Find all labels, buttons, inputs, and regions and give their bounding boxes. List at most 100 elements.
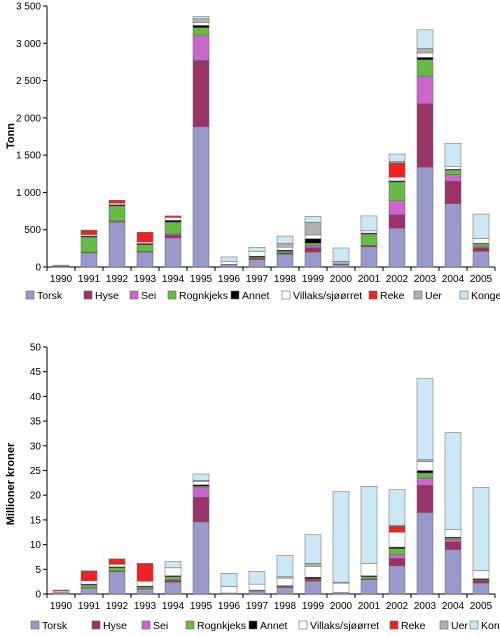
legend-swatch xyxy=(25,290,35,300)
y-tick-label: 5 xyxy=(35,565,41,576)
y-tick-label: 2 500 xyxy=(16,76,41,87)
bar-segment-rognkjeks xyxy=(80,236,98,253)
bar-segment-villaks-sj-rret xyxy=(220,261,238,265)
bar-segment-reke xyxy=(388,162,406,178)
legend-label: Annet xyxy=(242,290,270,302)
legend-swatch xyxy=(439,620,449,630)
bar-segment-hyse xyxy=(472,580,490,584)
bar-segment-torsk xyxy=(192,126,210,268)
bar-segment-torsk xyxy=(444,203,462,268)
bar-segment-rognkjeks xyxy=(192,27,210,36)
x-tick-label: 2002 xyxy=(386,274,409,285)
x-tick-label: 2003 xyxy=(414,601,437,612)
y-tick-label: 1 000 xyxy=(16,188,41,199)
bar-segment-torsk xyxy=(304,580,322,595)
bar-segment-villaks-sj-rret xyxy=(304,566,322,578)
x-tick-label: 1998 xyxy=(274,601,297,612)
bar-segment-villaks-sj-rret xyxy=(444,529,462,538)
bar-segment-kongekrabbe xyxy=(332,247,350,262)
bar-segment-kongekrabbe xyxy=(220,573,238,587)
x-tick-label: 2002 xyxy=(386,601,409,612)
bar-segment-torsk xyxy=(248,590,266,595)
y-tick-label: 15 xyxy=(30,515,42,526)
bar-segment-villaks-sj-rret xyxy=(276,246,294,251)
y-tick-label: 45 xyxy=(30,367,42,378)
legend-label: Hyse xyxy=(103,620,127,632)
bar-segment-kongekrabbe xyxy=(444,432,462,531)
legend-swatch xyxy=(298,620,308,630)
x-tick-label: 1993 xyxy=(134,601,157,612)
bar-segment-kongekrabbe xyxy=(444,142,462,167)
bar-segment-villaks-sj-rret xyxy=(192,481,210,486)
bar-segment-sei xyxy=(416,75,434,104)
bar-segment-kongekrabbe xyxy=(472,487,490,572)
bar-segment-rognkjeks xyxy=(388,548,406,555)
legend-label: Kongekrabbe xyxy=(481,620,500,632)
bar-segment-torsk xyxy=(276,587,294,595)
bar-segment-reke xyxy=(108,200,126,204)
bar-segment-rognkjeks xyxy=(136,244,154,252)
bar-segment-kongekrabbe xyxy=(220,256,238,262)
x-tick-label: 1992 xyxy=(106,274,129,285)
bar-segment-sei xyxy=(388,200,406,216)
legend-swatch xyxy=(459,290,469,300)
legend-swatch xyxy=(469,620,479,630)
x-tick-label: 1999 xyxy=(302,601,325,612)
bar-segment-torsk xyxy=(164,581,182,595)
legend-label: Torsk xyxy=(42,620,68,632)
x-tick-label: 2003 xyxy=(414,274,437,285)
bar-segment-uer xyxy=(276,243,294,248)
bar-segment-annet xyxy=(164,220,182,223)
legend-label: Sei xyxy=(141,290,156,302)
bar-segment-villaks-sj-rret xyxy=(136,580,154,587)
bar-segment-torsk xyxy=(276,254,294,268)
bar-segment-villaks-sj-rret xyxy=(52,264,70,267)
bar-segment-torsk xyxy=(360,579,378,595)
bar-segment-kongekrabbe xyxy=(192,473,210,481)
bar-segment-sei xyxy=(192,487,210,498)
bar-segment-villaks-sj-rret xyxy=(304,234,322,239)
bar-segment-sei xyxy=(444,539,462,542)
x-tick-label: 2005 xyxy=(470,601,493,612)
bar-segment-reke xyxy=(108,558,126,565)
bar-segment-kongekrabbe xyxy=(304,534,322,564)
x-tick-label: 2005 xyxy=(470,274,493,285)
bar-segment-sei xyxy=(304,245,322,248)
x-tick-label: 1999 xyxy=(302,274,325,285)
y-tick-label: 0 xyxy=(35,590,41,601)
bar-segment-torsk xyxy=(80,252,98,268)
x-tick-label: 1994 xyxy=(162,274,185,285)
bar-segment-villaks-sj-rret xyxy=(164,567,182,576)
legend-swatch xyxy=(167,290,177,300)
bar-segment-kongekrabbe xyxy=(192,16,210,19)
legend-swatch xyxy=(141,620,151,630)
y-tick-label: 25 xyxy=(30,466,42,477)
bar-segment-sei xyxy=(416,477,434,486)
bar-segment-torsk xyxy=(108,571,126,595)
bar-segment-rognkjeks xyxy=(164,222,182,234)
y-tick-label: 10 xyxy=(30,540,42,551)
legend-swatch xyxy=(248,620,258,630)
x-tick-label: 1991 xyxy=(78,274,101,285)
bar-segment-villaks-sj-rret xyxy=(360,563,378,576)
legend-label: Uer xyxy=(425,290,442,302)
bar-segment-hyse xyxy=(164,234,182,239)
bar-segment-villaks-sj-rret xyxy=(416,52,434,58)
bar-segment-villaks-sj-rret xyxy=(472,570,490,579)
x-tick-label: 1997 xyxy=(246,601,269,612)
legend-label: Torsk xyxy=(37,290,63,302)
x-tick-label: 1996 xyxy=(218,274,241,285)
legend-label: Rognkjeks xyxy=(179,290,228,302)
legend-label: Villaks/sjøørret xyxy=(310,620,379,632)
bar-segment-torsk xyxy=(416,512,434,595)
bar-segment-hyse xyxy=(416,485,434,513)
legend-swatch xyxy=(230,290,240,300)
bar-segment-rognkjeks xyxy=(472,243,490,247)
bar-segment-kongekrabbe xyxy=(360,215,378,232)
legend-swatch xyxy=(91,620,101,630)
bar-segment-villaks-sj-rret xyxy=(248,251,266,257)
bar-segment-hyse xyxy=(192,496,210,523)
bar-segment-kongekrabbe xyxy=(248,571,266,585)
legend-label: Rognkjeks xyxy=(197,620,246,632)
x-tick-label: 1996 xyxy=(218,601,241,612)
